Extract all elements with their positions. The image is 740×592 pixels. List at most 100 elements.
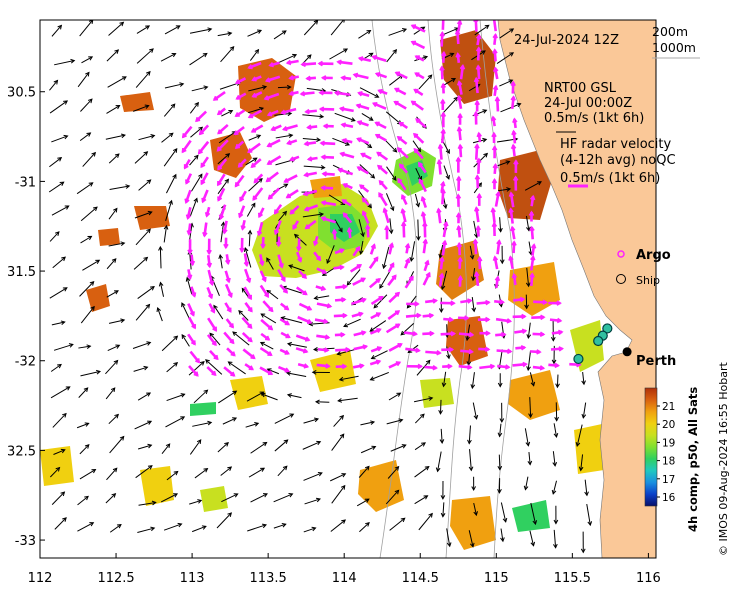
radar-vector — [220, 466, 232, 476]
radar-vector — [190, 126, 203, 138]
model-vector-head — [370, 243, 377, 249]
radar-vector-head — [172, 147, 178, 153]
radar-vector — [216, 512, 232, 529]
radar-vector — [106, 105, 120, 114]
radar-vector-head — [346, 280, 352, 286]
model-vector-head — [195, 117, 201, 123]
model-vector-head — [459, 64, 466, 70]
model-vector-head — [455, 175, 462, 181]
model-vector-head — [336, 59, 342, 65]
radar-vector-head — [428, 396, 434, 401]
radar-vector-head — [553, 519, 559, 525]
radar-vector-head — [260, 313, 266, 318]
model-vector-head — [204, 212, 211, 218]
model-vector-head — [198, 130, 204, 136]
model-vector-head — [476, 192, 483, 199]
model-vector-head — [437, 143, 444, 149]
radar-vector — [499, 28, 514, 39]
radar-vector-head — [207, 420, 213, 426]
radar-vector-head — [528, 413, 533, 419]
radar-vector — [582, 402, 587, 418]
radar-vector-head — [532, 520, 538, 526]
radar-vector-head — [262, 441, 268, 447]
radar-vector — [473, 502, 477, 516]
radar-vector — [228, 361, 246, 375]
y-axis: 30.5 -31 31.5 -32 32.5 -33 — [7, 86, 45, 549]
model-vector-head — [252, 195, 258, 201]
isobath-shelf — [479, 20, 515, 558]
model-vector-head — [447, 363, 453, 370]
radar-vector — [161, 132, 174, 143]
model-vector-head — [266, 111, 273, 117]
model-vector-head — [415, 347, 421, 353]
radar-vector-head — [326, 259, 331, 265]
radar-vector — [217, 179, 229, 195]
model-vector-head — [224, 259, 231, 266]
radar-vector — [418, 74, 433, 90]
radar-vector — [294, 234, 307, 246]
model-vector-head — [378, 179, 384, 186]
model-vector-head — [418, 178, 424, 184]
sst-patch — [230, 376, 268, 410]
model-vector-head — [251, 76, 257, 82]
model-vector-head — [472, 238, 479, 244]
radar-vector-head — [62, 287, 68, 292]
radar-vector — [80, 98, 93, 112]
radar-vector-head — [530, 381, 536, 387]
sst-patch — [420, 378, 454, 408]
model-vector-head — [189, 311, 195, 317]
model-vector-head — [440, 188, 446, 194]
radar-vector — [188, 361, 205, 376]
radar-vector-head — [500, 537, 505, 543]
model-vector-head — [250, 354, 256, 360]
model-vector-head — [508, 255, 514, 261]
model-vector-head — [302, 290, 308, 296]
radar-vector-head — [552, 543, 558, 549]
radar-vector — [245, 422, 259, 428]
model-vector-head — [457, 256, 463, 262]
radar-vector-head — [147, 210, 153, 216]
radar-vector-head — [198, 173, 203, 179]
model-vector-head — [454, 29, 461, 35]
radar-vector-head — [227, 466, 233, 471]
model-vector-head — [304, 336, 311, 342]
sst-patch — [238, 58, 296, 122]
radar-vector-head — [146, 179, 152, 184]
radar-vector — [50, 364, 62, 372]
model-vector-head — [228, 323, 234, 329]
radar-vector-head — [168, 199, 173, 205]
radar-vector-head — [345, 141, 351, 146]
radar-vector-head — [473, 414, 479, 420]
model-vector-head — [190, 340, 196, 346]
model-vector-head — [404, 242, 411, 249]
radar-vector-head — [446, 542, 452, 548]
model-vector-head — [288, 90, 294, 97]
radar-vector — [553, 529, 557, 548]
model-vector-head — [508, 191, 515, 197]
model-vector-head — [522, 361, 528, 368]
model-vector-head — [200, 179, 206, 186]
radar-vector — [219, 254, 223, 269]
model-vector-head — [247, 113, 254, 119]
radar-vector-head — [257, 29, 263, 34]
model-vector-head — [321, 171, 327, 177]
radar-vector-head — [314, 417, 320, 423]
model-vector-head — [436, 158, 443, 165]
radar-vector-head — [320, 165, 326, 170]
sst-patch — [512, 500, 550, 532]
radar-vector-head — [438, 253, 443, 259]
radar-vector-head — [484, 24, 490, 30]
radar-vector — [339, 375, 359, 381]
model-vector-head — [184, 198, 190, 205]
radar-vector — [498, 188, 511, 192]
radar-vector-head — [146, 392, 152, 397]
radar-vector-head — [370, 173, 376, 179]
radar-vector-head — [114, 153, 120, 158]
model-vector-head — [342, 182, 348, 189]
radar-vector — [274, 439, 288, 452]
radar-vector — [165, 174, 177, 194]
model-vector-head — [432, 364, 438, 371]
radar-vector — [166, 471, 178, 481]
model-vector-head — [226, 307, 232, 313]
radar-vector — [524, 428, 529, 446]
